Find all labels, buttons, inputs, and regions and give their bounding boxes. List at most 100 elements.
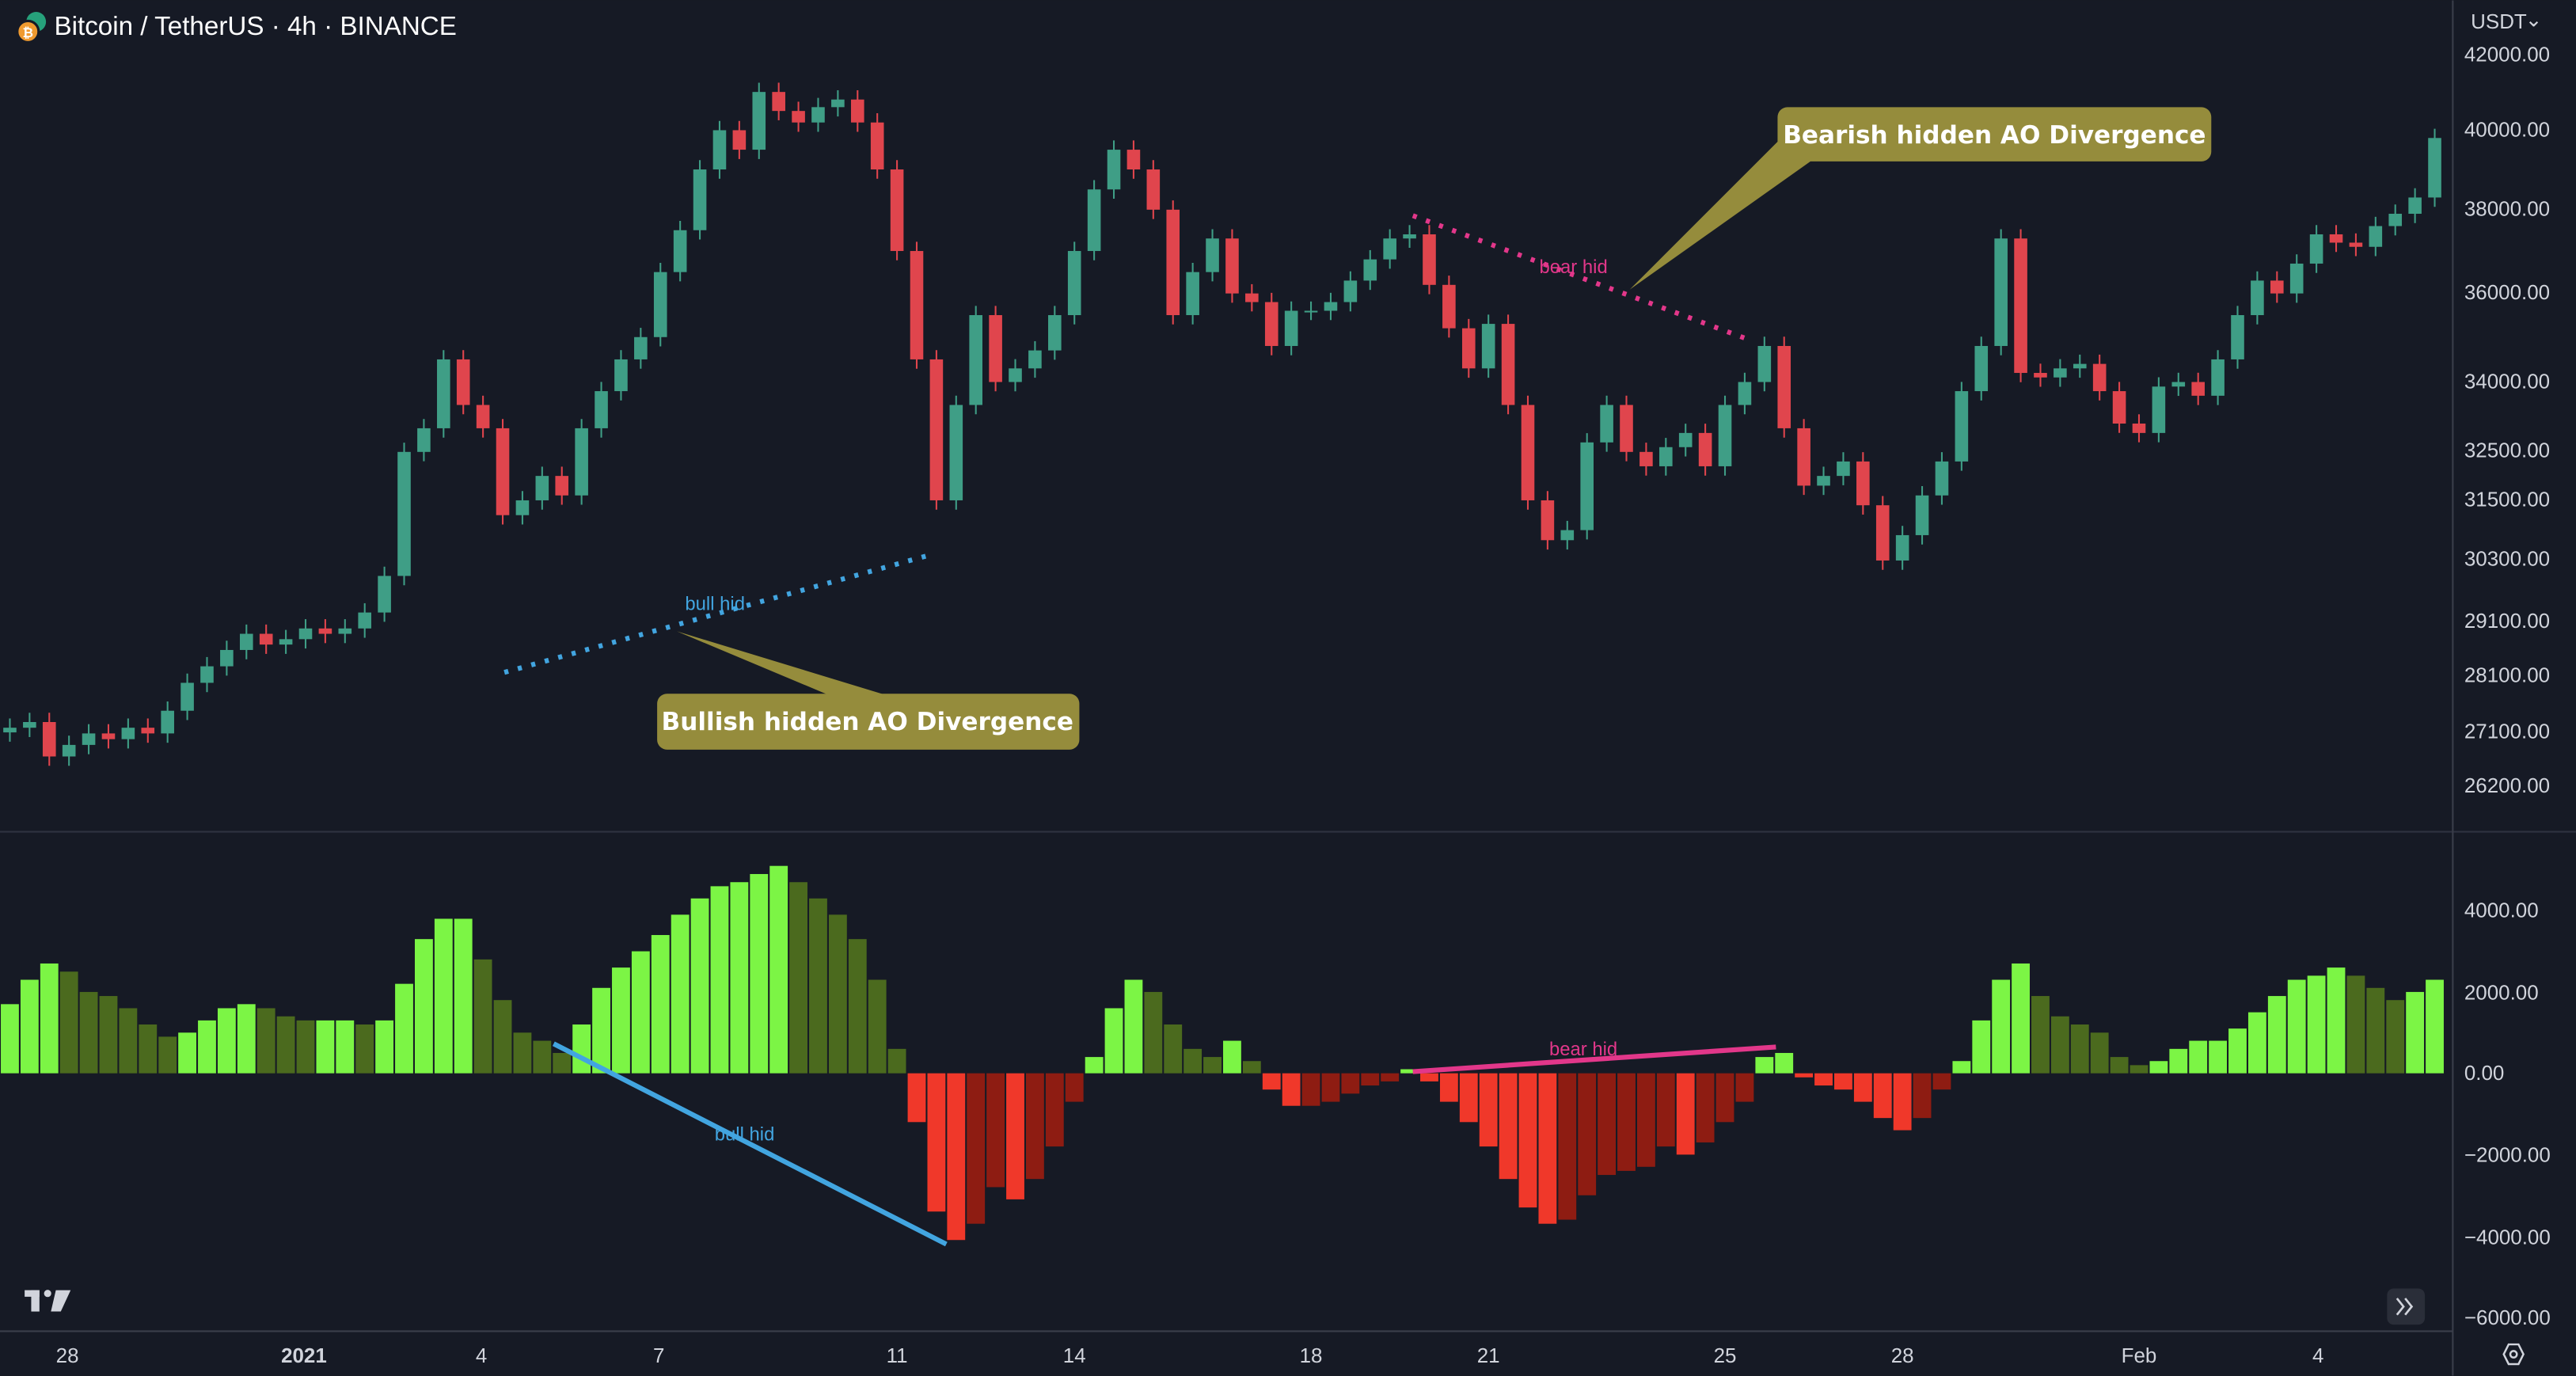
candle-body <box>1856 461 1870 506</box>
candle <box>397 443 411 586</box>
time-axis[interactable]: 28 2021 4 7 11 14 18 21 25 28 Feb 4 <box>56 1345 2324 1367</box>
candle-body <box>23 721 36 728</box>
candle-body <box>1501 324 1515 405</box>
ao-bull-divergence-line[interactable] <box>552 1041 948 1247</box>
tradingview-logo[interactable] <box>25 1290 71 1312</box>
candle-body <box>1541 500 1555 541</box>
ao-bar <box>1459 1073 1478 1123</box>
ao-bar <box>2406 991 2425 1074</box>
ao-bear-label: bear hid <box>1549 1039 1617 1060</box>
bullish-callout-box <box>657 694 1080 750</box>
candle-body <box>1757 345 1772 382</box>
candle-body <box>969 315 983 405</box>
candle-body <box>1087 189 1101 252</box>
candle <box>673 221 687 282</box>
candle-body <box>1560 530 1575 541</box>
ao-oscillator-pane[interactable] <box>1 865 2444 1241</box>
chart-settings-button[interactable] <box>2502 1343 2525 1366</box>
ao-bar <box>1538 1073 1557 1224</box>
candle-body <box>515 500 530 515</box>
candle-body <box>1895 534 1909 561</box>
candle <box>1048 306 1062 360</box>
ao-bar <box>296 1020 315 1074</box>
price-axis[interactable]: 42000.00 40000.00 38000.00 36000.00 34000.00… <box>2464 44 2550 796</box>
bearish-callout-box <box>1777 107 2212 162</box>
candle-body <box>417 428 431 452</box>
candle <box>1107 140 1121 200</box>
ao-bar <box>1775 1052 1794 1074</box>
ao-bar <box>2149 1061 2168 1074</box>
candle-body <box>239 633 253 650</box>
ao-bar <box>2327 967 2346 1074</box>
candle <box>2132 414 2146 443</box>
candle-body <box>634 336 648 359</box>
ao-bar <box>1598 1073 1617 1176</box>
candle-body <box>3 728 17 733</box>
ao-tick-label: −6000.00 <box>2464 1307 2551 1329</box>
candle <box>1423 225 1436 295</box>
candle <box>1974 336 1989 401</box>
candle-body <box>535 476 549 500</box>
ao-bar <box>217 1008 236 1074</box>
ao-bar <box>750 873 769 1074</box>
ao-bar <box>986 1073 1005 1188</box>
ao-axis[interactable]: 4000.00 2000.00 0.00 −2000.00 −4000.00 −6000.… <box>2464 899 2551 1329</box>
candle <box>2270 271 2284 303</box>
ao-bar <box>651 935 670 1074</box>
candle-body <box>2270 280 2284 294</box>
price-pane[interactable] <box>3 82 2441 766</box>
price-bull-label: bull hid <box>685 593 745 614</box>
candle <box>515 491 530 525</box>
candle <box>220 640 234 676</box>
ao-bull-label: bull hid <box>715 1124 775 1146</box>
ao-bar <box>1795 1073 1814 1078</box>
candle-body <box>1363 259 1377 281</box>
bearish-callout-pointer <box>1629 138 1810 290</box>
ao-bar <box>1636 1073 1655 1167</box>
ao-bar <box>1952 1061 1971 1074</box>
symbol-header[interactable]: ₿ Bitcoin / TetherUS · 4h · BINANCE <box>16 12 457 44</box>
bearish-callout[interactable]: Bearish hidden AO Divergence <box>1629 107 2212 290</box>
candle <box>2211 350 2225 405</box>
candle-body <box>101 733 116 739</box>
ao-bar <box>1972 1020 1991 1074</box>
candle <box>1284 301 1298 355</box>
candle <box>1541 491 1555 550</box>
svg-text:₿: ₿ <box>23 25 34 40</box>
scroll-to-realtime-button[interactable] <box>2387 1288 2426 1325</box>
candle-body <box>2171 382 2186 387</box>
ao-bar <box>710 886 729 1074</box>
candle <box>259 624 273 654</box>
ao-tick-label: 2000.00 <box>2464 982 2539 1004</box>
candle-body <box>1461 328 1476 369</box>
candle <box>1461 318 1476 378</box>
candle <box>555 466 569 505</box>
candle-body <box>1146 169 1161 210</box>
candle-body <box>121 728 135 739</box>
ao-bar <box>927 1073 946 1212</box>
ao-bar <box>2110 1057 2129 1074</box>
candle-body <box>2329 234 2343 243</box>
candle-body <box>358 612 372 629</box>
currency-selector[interactable]: USDT ⌄ <box>2471 10 2542 33</box>
candle <box>792 101 805 132</box>
ao-bar <box>1617 1073 1636 1171</box>
ao-bar <box>730 882 749 1074</box>
ao-bar <box>1518 1073 1537 1208</box>
price-tick-label: 42000.00 <box>2464 44 2550 66</box>
candle-body <box>653 272 667 337</box>
candle-body <box>1580 442 1594 530</box>
candle <box>712 120 727 179</box>
candle <box>2289 254 2304 303</box>
candle <box>456 350 470 415</box>
bullish-callout-text: Bullish hidden AO Divergence <box>662 708 1073 736</box>
time-tick-label: 7 <box>653 1345 664 1367</box>
ao-bar <box>2366 987 2385 1074</box>
ao-bear-divergence-line[interactable] <box>1412 1044 1776 1074</box>
candle-body <box>476 405 490 428</box>
ao-bar <box>473 959 492 1074</box>
candle-body <box>2112 391 2126 424</box>
ao-bar <box>769 865 788 1074</box>
ao-bar <box>1104 1008 1123 1074</box>
candle <box>1324 292 1338 321</box>
